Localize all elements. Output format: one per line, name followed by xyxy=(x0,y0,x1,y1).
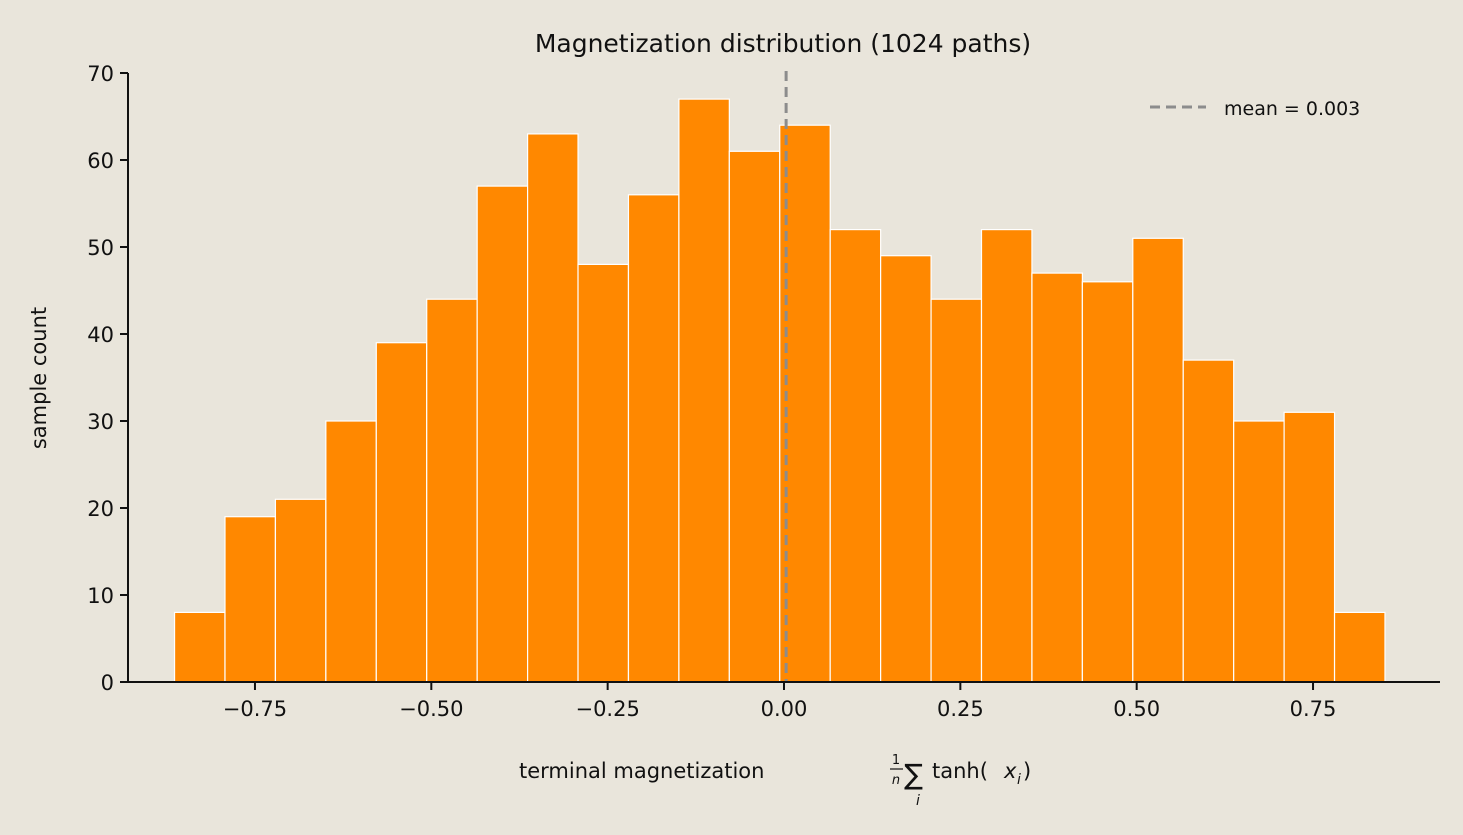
histogram-bar xyxy=(426,298,478,683)
histogram-bar xyxy=(980,229,1033,683)
bars-group xyxy=(173,98,1386,683)
histogram-bar xyxy=(224,516,277,683)
histogram-bar xyxy=(779,124,831,683)
x-axis-label: terminal magnetization 1 n ∑ i tanh( x i… xyxy=(519,753,1031,809)
x-tick-label: 0.50 xyxy=(1113,697,1160,721)
x-tick-label: −0.25 xyxy=(575,697,639,721)
x-tick-label: 0.75 xyxy=(1290,697,1337,721)
histogram-bar xyxy=(1333,611,1386,683)
histogram-bar xyxy=(476,185,529,683)
y-axis-label: sample count xyxy=(27,307,51,449)
legend-label-mean: mean = 0.003 xyxy=(1224,98,1360,120)
y-tick-label: 0 xyxy=(101,671,114,695)
histogram-bar xyxy=(880,255,932,683)
histogram-bar xyxy=(1031,272,1083,683)
y-tick-label: 20 xyxy=(87,497,114,521)
x-axis-label-frac-den: n xyxy=(892,773,900,788)
x-axis-label-frac-num: 1 xyxy=(892,753,900,768)
x-axis-label-var-sub: i xyxy=(1017,772,1021,788)
y-tick-label: 70 xyxy=(87,62,114,86)
x-tick-label: 0.25 xyxy=(937,697,984,721)
histogram-bar xyxy=(1182,359,1235,683)
x-axis-label-prefix: terminal magnetization xyxy=(519,759,764,783)
histogram-bar xyxy=(1233,420,1285,683)
legend: mean = 0.003 xyxy=(1150,98,1360,120)
y-ticks: 0 10 20 30 40 50 60 70 xyxy=(87,62,128,695)
histogram-bar xyxy=(930,298,983,683)
histogram-bar xyxy=(829,229,882,683)
histogram-bar xyxy=(1283,411,1336,683)
histogram-bar xyxy=(173,611,226,683)
histogram-bar xyxy=(274,498,327,683)
histogram-bar xyxy=(728,150,781,683)
y-tick-label: 60 xyxy=(87,149,114,173)
y-tick-label: 10 xyxy=(87,584,114,608)
x-tick-label: −0.75 xyxy=(223,697,287,721)
x-tick-label: −0.50 xyxy=(399,697,463,721)
histogram-bar xyxy=(1132,237,1184,683)
y-tick-label: 40 xyxy=(87,323,114,347)
histogram-bar xyxy=(325,420,377,683)
x-axis-label-close: ) xyxy=(1023,759,1031,783)
histogram-bar xyxy=(1081,281,1134,683)
x-axis-label-var: x xyxy=(1003,759,1017,783)
x-axis-label-sum: ∑ xyxy=(904,758,923,791)
histogram-bar xyxy=(375,342,428,683)
histogram-bar xyxy=(526,133,579,683)
histogram-bar xyxy=(577,263,630,683)
chart-title: Magnetization distribution (1024 paths) xyxy=(535,29,1031,58)
x-axis-label-func: tanh( xyxy=(932,759,988,783)
histogram-bar xyxy=(678,98,730,683)
x-ticks: −0.75 −0.50 −0.25 0.00 0.25 0.50 0.75 xyxy=(223,682,1337,721)
x-tick-label: 0.00 xyxy=(761,697,808,721)
y-tick-label: 30 xyxy=(87,410,114,434)
x-axis-label-sum-index: i xyxy=(916,793,920,809)
y-tick-label: 50 xyxy=(87,236,114,260)
histogram-bar xyxy=(627,194,680,683)
